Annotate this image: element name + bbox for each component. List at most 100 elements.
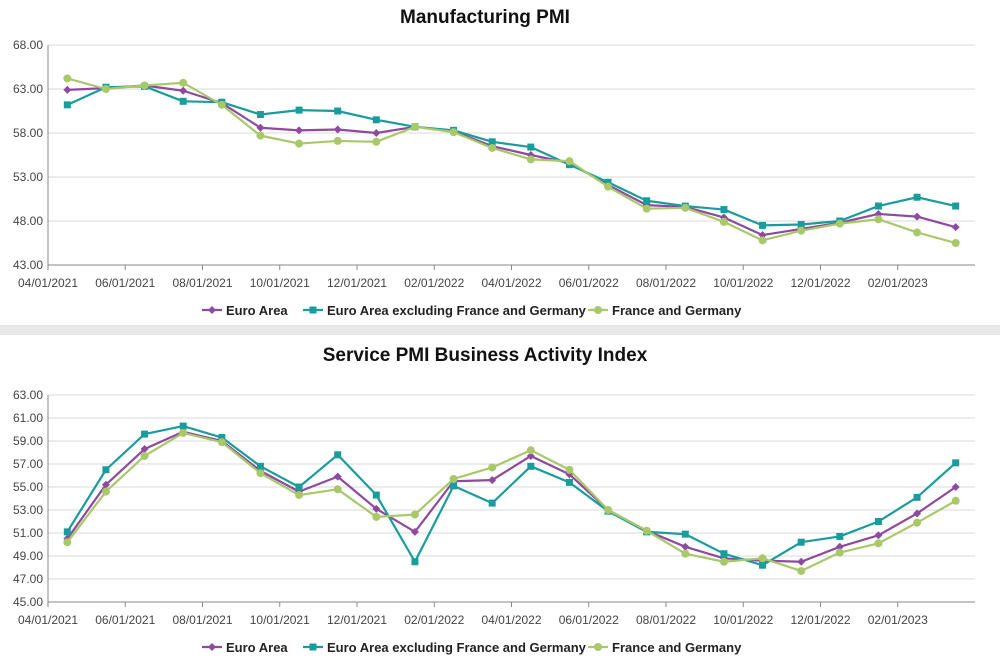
legend-marker: [309, 643, 317, 651]
data-point: [797, 538, 805, 546]
data-point: [63, 101, 71, 109]
data-point: [835, 548, 844, 557]
data-point: [488, 143, 497, 152]
data-point: [179, 422, 187, 430]
x-tick-label: 02/01/2023: [868, 276, 928, 290]
service-pmi-chart: Service PMI Business Activity Index 45.0…: [13, 345, 975, 655]
data-point: [256, 111, 264, 119]
series-group: [63, 422, 960, 575]
data-point: [720, 550, 728, 558]
data-point: [642, 526, 651, 535]
series-line-1: [67, 84, 956, 237]
data-point: [526, 155, 535, 164]
data-point: [411, 558, 419, 566]
x-tick-label: 10/01/2022: [713, 276, 773, 290]
data-point: [140, 451, 149, 460]
legend-marker: [594, 306, 602, 314]
x-axis: 04/01/2021 06/01/2021 08/01/2021 10/01/2021…: [18, 264, 975, 290]
y-tick-label: 45.00: [13, 595, 43, 609]
data-point: [63, 85, 72, 94]
data-point: [140, 445, 149, 454]
legend-marker: [309, 306, 317, 314]
manufacturing-pmi-chart: Manufacturing PMI 43.00 48.00 53.00 58.00 63…: [13, 7, 975, 318]
x-tick-label: 08/01/2022: [636, 276, 696, 290]
x-tick-label: 12/01/2022: [790, 613, 850, 627]
data-point: [140, 81, 149, 90]
data-point: [101, 85, 110, 93]
y-tick-label: 61.00: [13, 411, 43, 425]
data-point: [179, 97, 187, 105]
data-point: [913, 228, 922, 237]
data-point: [913, 518, 922, 527]
data-point: [372, 116, 380, 124]
series-group: [63, 74, 960, 247]
data-point: [565, 157, 574, 166]
data-point: [449, 474, 458, 483]
y-tick-label: 53.00: [13, 170, 43, 184]
data-point: [527, 462, 535, 470]
data-point: [720, 206, 728, 214]
data-point: [719, 217, 728, 226]
data-point: [256, 469, 265, 478]
series-line-3: [66, 431, 957, 573]
data-point: [874, 518, 882, 525]
data-point: [372, 504, 381, 513]
data-point: [797, 557, 806, 566]
y-tick-label: 59.00: [13, 434, 43, 448]
data-point: [681, 549, 690, 558]
x-tick-label: 06/01/2021: [95, 613, 155, 627]
data-point: [410, 122, 419, 131]
x-tick-label: 06/01/2022: [559, 276, 619, 290]
data-point: [952, 202, 960, 210]
x-tick-label: 08/01/2021: [172, 613, 232, 627]
legend-label: France and Germany: [612, 303, 742, 318]
y-tick-label: 63.00: [13, 82, 43, 96]
chart-title: Service PMI Business Activity Index: [323, 345, 648, 366]
data-point: [952, 459, 960, 467]
data-point: [797, 566, 806, 575]
data-point: [295, 139, 304, 148]
x-tick-label: 10/01/2022: [713, 613, 773, 627]
data-point: [102, 466, 110, 474]
data-point: [951, 223, 960, 232]
x-tick-label: 12/01/2022: [790, 276, 850, 290]
data-point: [101, 487, 110, 496]
legend-marker: [594, 643, 602, 651]
legend: Euro Area Euro Area excluding France and …: [202, 303, 742, 318]
legend-label: Euro Area excluding France and Germany: [327, 303, 587, 318]
series-line-1: [66, 430, 957, 563]
y-axis: 45.00 47.00 49.00 51.00 53.00 55.00 57.00 59.00…: [13, 388, 49, 609]
data-point: [874, 202, 882, 210]
data-point: [719, 557, 728, 566]
data-point: [295, 106, 303, 114]
x-tick-label: 08/01/2022: [636, 613, 696, 627]
legend: Euro Area Euro Area excluding France and …: [202, 640, 742, 655]
data-point: [951, 496, 960, 505]
data-point: [913, 193, 921, 201]
data-point: [256, 462, 264, 470]
data-point: [681, 530, 689, 538]
y-tick-label: 47.00: [13, 572, 43, 586]
data-point: [874, 531, 883, 540]
data-point: [217, 100, 226, 109]
data-point: [372, 512, 381, 521]
grid: [48, 394, 975, 603]
data-point: [604, 182, 613, 191]
y-tick-label: 51.00: [13, 526, 43, 540]
data-point: [913, 493, 921, 501]
data-point: [141, 430, 149, 438]
data-point: [63, 74, 72, 83]
data-point: [797, 226, 806, 235]
legend-marker: [208, 643, 216, 651]
data-point: [951, 483, 960, 491]
data-point: [63, 538, 72, 547]
data-point: [527, 143, 535, 151]
y-tick-label: 57.00: [13, 457, 43, 471]
data-point: [179, 86, 188, 95]
legend-marker: [208, 306, 216, 314]
data-point: [333, 485, 342, 494]
x-tick-label: 04/01/2022: [481, 276, 541, 290]
x-tick-label: 04/01/2021: [18, 613, 78, 627]
data-point: [681, 203, 690, 212]
